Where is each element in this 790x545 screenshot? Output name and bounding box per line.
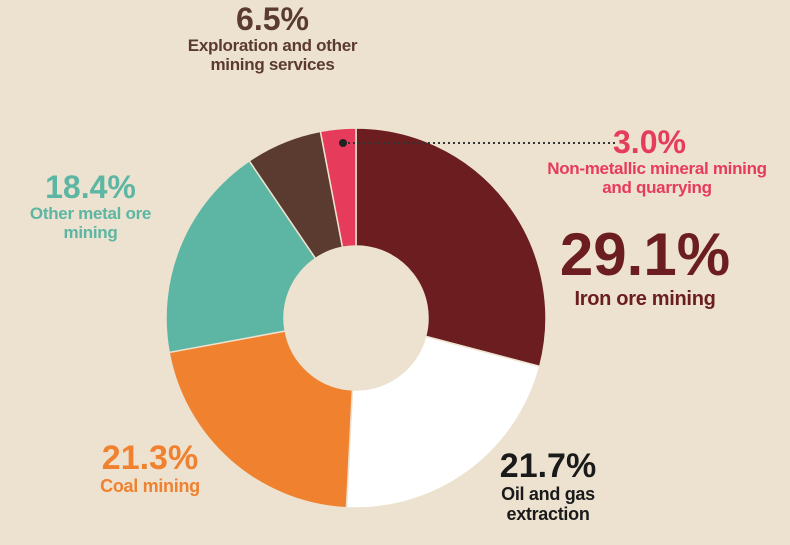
label-oil: 21.7% Oil and gas extraction [478, 447, 618, 525]
label-iron: 29.1% Iron ore mining [520, 221, 770, 311]
category-label: Coal mining [100, 476, 200, 497]
label-exploration: 6.5% Exploration and other mining servic… [160, 1, 385, 75]
category-label: Iron ore mining [574, 288, 716, 310]
donut-segment [319, 127, 357, 249]
donut-segment [165, 159, 317, 354]
label-other-metal: 18.4% Other metal ore mining [18, 169, 163, 243]
category-label: Oil and gas extraction [501, 484, 595, 525]
value-label: 3.0% [613, 124, 686, 160]
value-label: 18.4% [45, 169, 136, 205]
category-label: Exploration and other mining services [187, 36, 358, 74]
label-non-metallic: 3.0% Non-metallic mineral mining and qua… [538, 124, 776, 198]
category-label: Other metal ore mining [29, 204, 152, 242]
value-label: 21.3% [101, 439, 199, 477]
donut-segment [355, 127, 547, 368]
label-coal: 21.3% Coal mining [60, 439, 240, 497]
leader-dot [339, 139, 347, 147]
value-label: 21.7% [499, 447, 597, 485]
value-label: 6.5% [236, 1, 309, 37]
category-label: Non-metallic mineral mining and quarryin… [547, 159, 767, 197]
donut-segment [168, 330, 354, 509]
value-label: 29.1% [559, 221, 731, 288]
donut-segment [345, 335, 541, 509]
